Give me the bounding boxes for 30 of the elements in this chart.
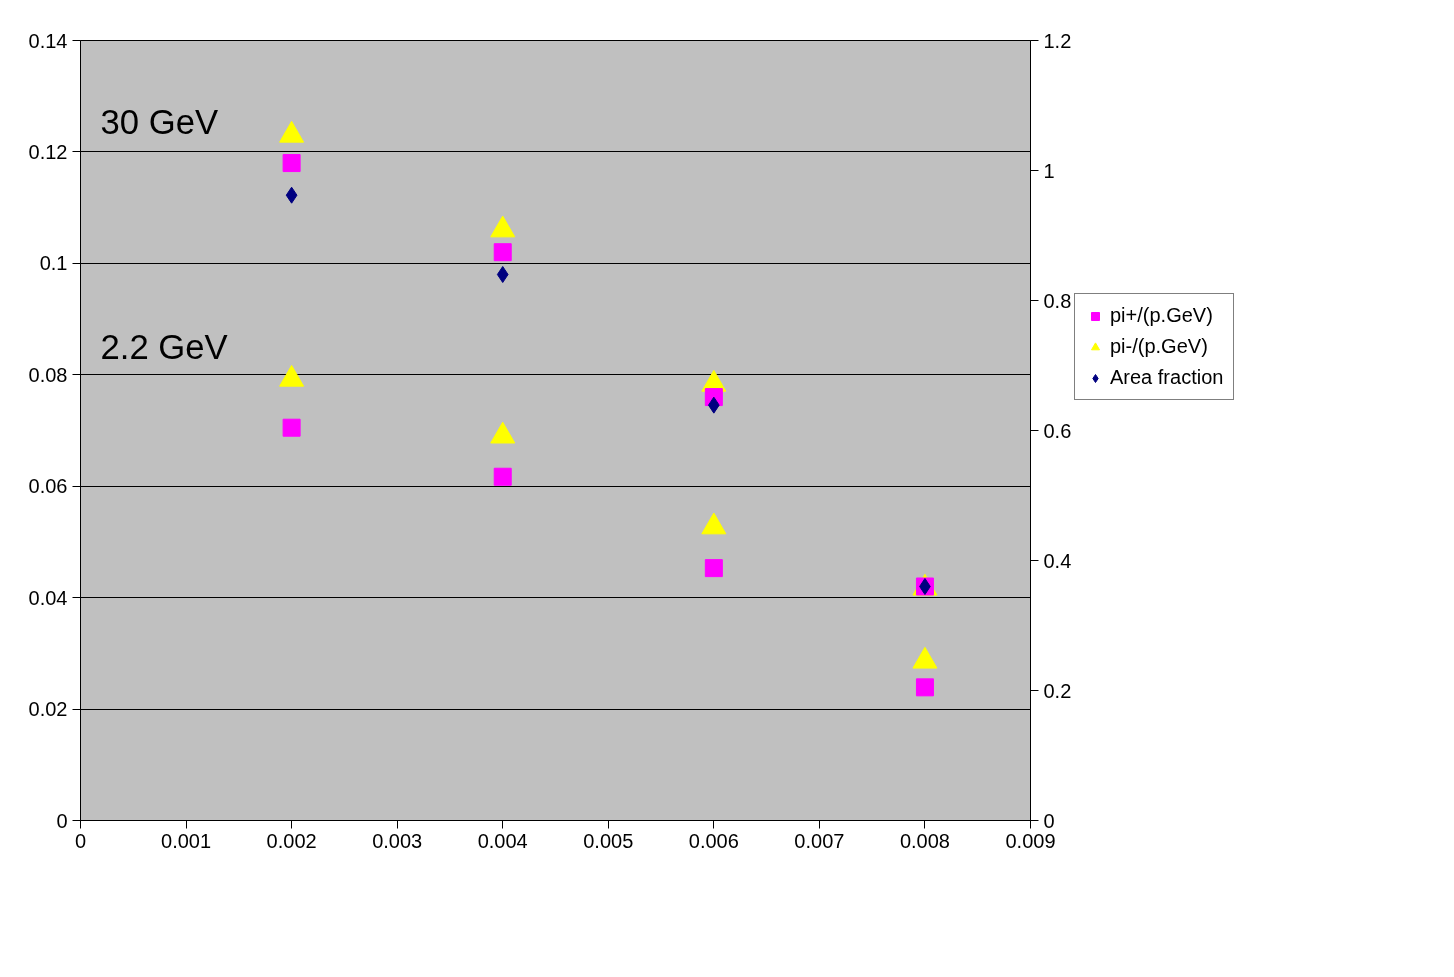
annotation: 30 GeV [100, 102, 219, 141]
x-tick-label: 0.008 [899, 829, 950, 852]
y-tick-label: 0.1 [39, 252, 68, 275]
x-tick-label: 0.004 [477, 829, 528, 852]
y2-tick-label: 1.2 [1043, 29, 1072, 52]
x-tick-label: 0 [74, 829, 87, 852]
x-tick-label: 0.003 [372, 829, 423, 852]
x-tick-label: 0.009 [1005, 829, 1056, 852]
y-tick-label: 0.02 [28, 698, 68, 721]
y-tick-label: 0.04 [28, 586, 68, 609]
y2-tick-label: 1 [1043, 159, 1055, 182]
x-tick-label: 0.007 [794, 829, 845, 852]
x-tick-label: 0.005 [583, 829, 634, 852]
y2-tick-label: 0 [1043, 809, 1055, 832]
x-tick-label: 0.006 [688, 829, 739, 852]
legend-label: pi-/(p.GeV) [1110, 335, 1208, 358]
y-tick-label: 0 [56, 809, 68, 832]
y2-tick-label: 0.2 [1043, 679, 1072, 702]
annotation: 2.2 GeV [100, 327, 228, 366]
y-tick-label: 0.08 [28, 363, 68, 386]
y-tick-label: 0.06 [28, 475, 68, 498]
y-tick-label: 0.12 [28, 140, 68, 163]
legend-label: pi+/(p.GeV) [1110, 304, 1213, 327]
y2-tick-label: 0.8 [1043, 289, 1072, 312]
y2-tick-label: 0.6 [1043, 419, 1072, 442]
x-tick-label: 0.001 [161, 829, 212, 852]
legend-label: Area fraction [1110, 366, 1224, 389]
y-tick-label: 0.14 [28, 29, 68, 52]
x-tick-label: 0.002 [266, 829, 317, 852]
y2-tick-label: 0.4 [1043, 549, 1072, 572]
